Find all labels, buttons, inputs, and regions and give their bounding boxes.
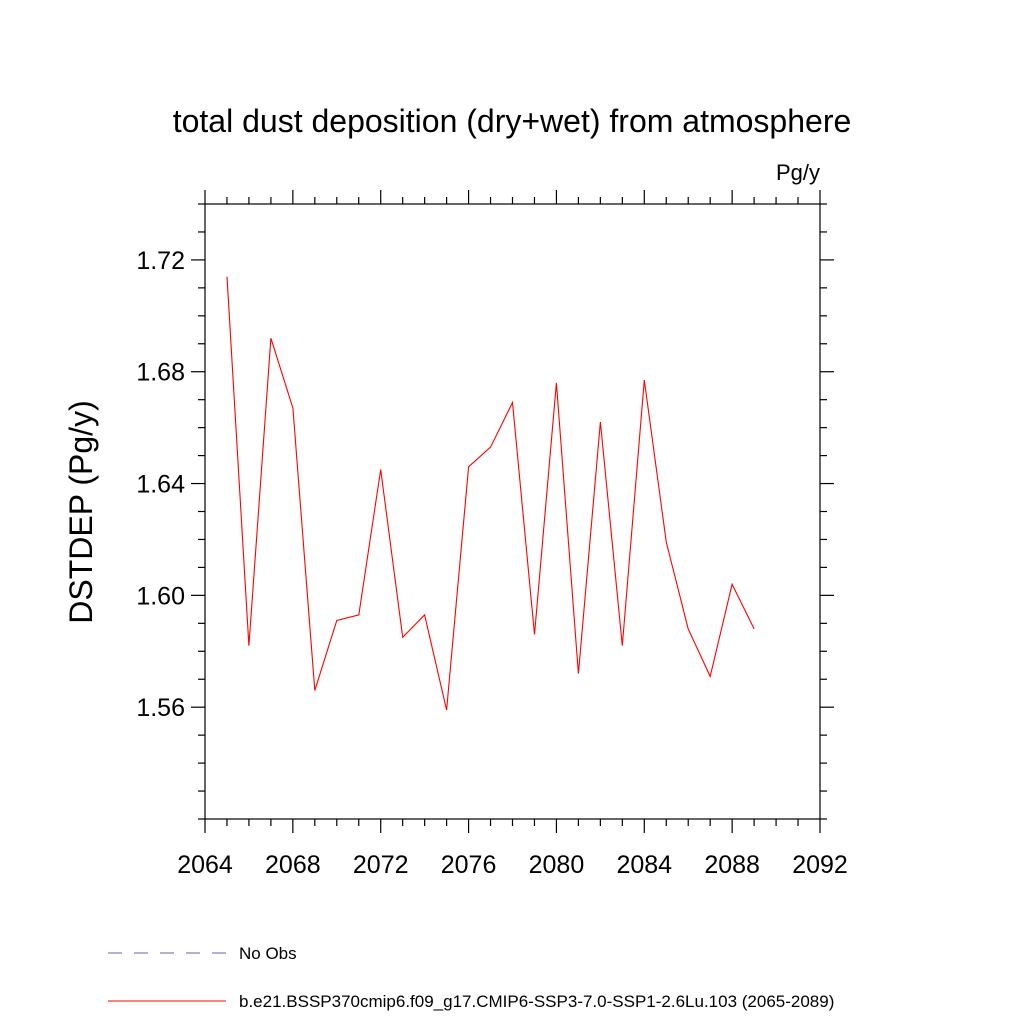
x-tick-label: 2088 <box>704 851 760 879</box>
x-tick-label: 2068 <box>265 851 321 879</box>
chart-title: total dust deposition (dry+wet) from atm… <box>173 103 852 139</box>
plot-frame <box>204 203 821 820</box>
y-tick-label: 1.56 <box>136 694 185 722</box>
legend-label: No Obs <box>239 944 297 963</box>
y-tick-label: 1.68 <box>136 359 185 387</box>
x-tick-label: 2072 <box>353 851 409 879</box>
y-tick-label: 1.64 <box>136 471 185 499</box>
axis-ticks: 2064 2068 2072 2076 2080 2084 2088 2092 1.56 1.60… <box>136 190 848 879</box>
legend-label: b.e21.BSSP370cmip6.f09_g17.CMIP6-SSP3-7.… <box>239 992 834 1011</box>
series-line <box>226 276 755 711</box>
x-tick-label: 2076 <box>441 851 497 879</box>
units-label: Pg/y <box>776 160 820 185</box>
x-tick-label: 2080 <box>529 851 585 879</box>
x-tick-label: 2084 <box>616 851 672 879</box>
legend: No Obs b.e21.BSSP370cmip6.f09_g17.CMIP6-S… <box>108 944 834 1011</box>
series-layer <box>226 276 755 711</box>
y-tick-label: 1.72 <box>136 247 185 275</box>
x-tick-label: 2064 <box>177 851 233 879</box>
x-tick-label: 2092 <box>792 851 848 879</box>
y-axis-label: DSTDEP (Pg/y) <box>63 400 99 623</box>
y-tick-label: 1.60 <box>136 582 185 610</box>
